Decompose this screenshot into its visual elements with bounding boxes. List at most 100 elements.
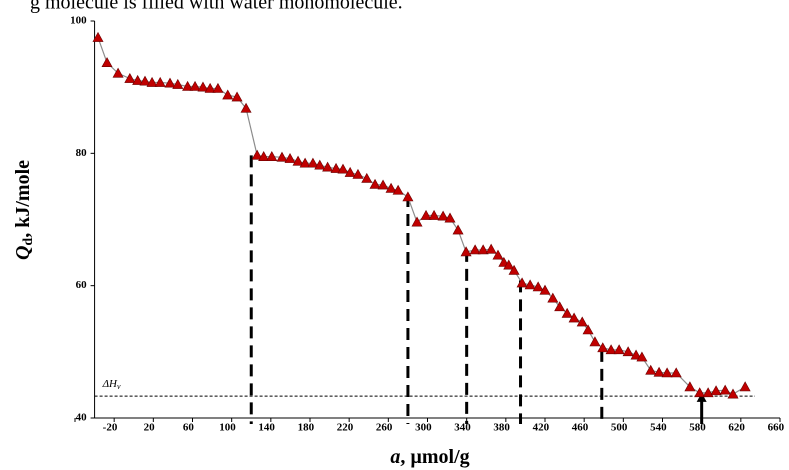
data-point	[670, 367, 682, 378]
data-point	[392, 184, 404, 195]
data-point	[524, 279, 536, 290]
data-point	[582, 324, 594, 335]
data-point	[539, 284, 551, 295]
data-point	[503, 259, 515, 270]
data-point	[132, 74, 144, 85]
data-point	[516, 277, 528, 288]
x-tick-label: 60	[183, 422, 195, 434]
series-line	[97, 37, 746, 395]
data-point	[251, 149, 263, 160]
data-point	[485, 243, 497, 254]
data-point	[469, 244, 481, 255]
data-point	[477, 244, 489, 255]
data-point	[589, 336, 601, 347]
y-axis-title: Qd, kJ/mole	[12, 160, 37, 260]
y-tick-label: 100	[70, 15, 87, 27]
x-tick-label: -20	[103, 422, 118, 434]
data-point	[710, 385, 722, 396]
data-point	[492, 249, 504, 260]
data-point	[307, 157, 319, 168]
data-point	[377, 179, 389, 190]
data-point	[172, 78, 184, 89]
data-point	[437, 210, 449, 221]
data-point	[452, 224, 464, 235]
data-point	[719, 384, 731, 395]
y-axis-unit: , kJ/mole	[12, 160, 34, 238]
data-point	[622, 346, 634, 357]
data-point	[197, 81, 209, 92]
caption-fragment: g molecule is filled with water monomole…	[30, 0, 403, 14]
x-tick-label: 660	[768, 422, 785, 434]
data-point	[428, 209, 440, 220]
data-point	[164, 77, 176, 88]
data-point	[636, 351, 648, 362]
y-axis-subscript: d	[21, 238, 36, 246]
data-point	[645, 364, 657, 375]
data-point	[402, 191, 414, 202]
data-point	[212, 82, 224, 93]
data-point	[231, 91, 243, 102]
x-tick-label: 180	[298, 422, 315, 434]
data-point	[385, 182, 397, 193]
data-point	[276, 151, 288, 162]
data-point	[258, 151, 270, 161]
data-point	[292, 155, 304, 166]
data-point	[204, 82, 216, 93]
reference-label: ΔHv	[102, 378, 121, 391]
x-axis-title: a, µmol/g	[390, 446, 469, 468]
data-point	[508, 264, 520, 275]
data-point	[330, 162, 342, 173]
data-point	[124, 72, 136, 83]
data-point	[182, 80, 194, 91]
y-tick-label: 80	[76, 147, 88, 159]
y-tick-label: 60	[76, 279, 88, 291]
x-tick-label: 420	[533, 422, 550, 434]
data-point	[460, 246, 472, 257]
data-point	[112, 67, 124, 78]
data-point	[139, 75, 151, 86]
x-axis-symbol: a	[390, 446, 400, 468]
data-point	[576, 316, 588, 327]
data-point	[694, 387, 706, 398]
data-point	[337, 163, 349, 174]
data-point	[561, 307, 573, 318]
data-point	[605, 344, 617, 355]
data-point	[240, 102, 252, 113]
data-point	[653, 366, 665, 377]
data-point	[630, 349, 642, 360]
x-axis-unit: , µmol/g	[400, 446, 469, 468]
data-point	[322, 161, 334, 172]
reference-text: ΔH	[102, 378, 118, 390]
x-tick-label: 260	[376, 422, 393, 434]
x-tick-label: 20	[144, 422, 156, 434]
data-point	[284, 153, 296, 163]
data-point	[597, 342, 609, 353]
y-axis-symbol: Q	[12, 246, 34, 260]
x-tick-label: 460	[572, 422, 589, 434]
data-point	[352, 168, 364, 179]
x-tick-label: 620	[728, 422, 745, 434]
data-point	[361, 172, 373, 183]
x-tick-label: 580	[689, 422, 706, 434]
x-tick-label: 380	[493, 422, 510, 434]
arrow-head	[696, 392, 707, 402]
x-tick-label: 500	[611, 422, 628, 434]
data-point	[532, 281, 544, 292]
data-point	[101, 57, 113, 67]
data-point	[702, 387, 714, 398]
data-point	[344, 166, 356, 177]
data-point	[92, 31, 104, 42]
data-point	[613, 344, 625, 355]
data-point	[444, 212, 456, 223]
data-point	[299, 157, 311, 168]
x-tick-label: 140	[258, 422, 275, 434]
x-tick-label: 100	[219, 422, 236, 434]
x-tick-label: 340	[454, 422, 471, 434]
data-point	[568, 312, 580, 323]
data-point	[369, 178, 381, 189]
data-point	[314, 159, 326, 170]
reference-subscript: v	[117, 382, 121, 391]
data-point	[739, 381, 751, 392]
